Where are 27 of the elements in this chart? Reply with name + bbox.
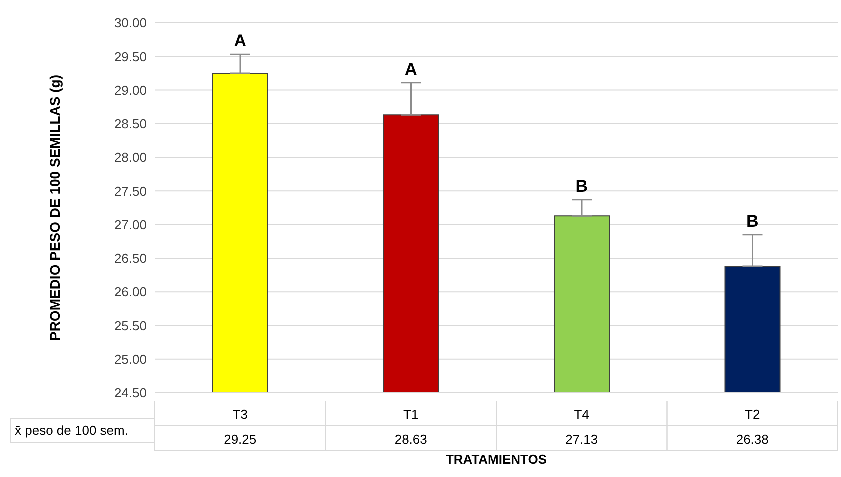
x-tick-label: T4 xyxy=(574,407,590,422)
y-tick-label: 24.50 xyxy=(114,386,147,401)
y-tick-label: 26.00 xyxy=(114,284,147,300)
data-label: 29.25 xyxy=(224,432,257,447)
data-label: 26.38 xyxy=(736,432,769,447)
y-tick-label: 29.00 xyxy=(114,82,147,98)
y-tick-label: 25.50 xyxy=(114,318,147,334)
x-tick-label: T2 xyxy=(745,407,760,422)
annotation: B xyxy=(746,212,759,231)
annotation: B xyxy=(576,176,588,196)
x-axis-title: TRATAMIENTOS xyxy=(444,452,548,467)
y-tick-label: 28.50 xyxy=(114,116,147,132)
data-label: 27.13 xyxy=(566,432,598,447)
y-tick-label: 29.50 xyxy=(114,49,147,64)
annotation: A xyxy=(404,60,418,79)
data-label: 28.63 xyxy=(394,432,428,447)
y-tick-label: 28.00 xyxy=(114,150,147,166)
y-tick-label: 27.00 xyxy=(114,217,147,232)
y-tick-label: 25.00 xyxy=(114,352,147,367)
x-tick-label: T1 xyxy=(404,407,419,422)
y-tick-label: 30.00 xyxy=(114,16,147,31)
x-tick-label: T3 xyxy=(232,407,248,422)
text: x̄ peso de 100 sem. xyxy=(10,418,155,443)
y-tick-label: 26.50 xyxy=(114,251,147,266)
annotation: A xyxy=(234,32,247,51)
y-tick-label: 27.50 xyxy=(114,184,147,199)
y-axis-title: PROMEDIO PESO DE 100 SEMILLAS (g) xyxy=(46,74,63,342)
